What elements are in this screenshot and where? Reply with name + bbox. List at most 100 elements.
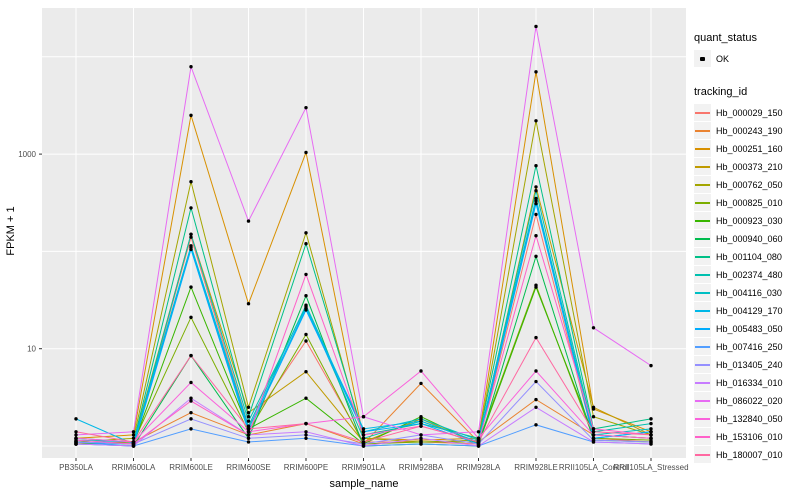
- data-point: [649, 427, 653, 431]
- data-point: [131, 433, 136, 437]
- legend-entry-label: Hb_001104_080: [716, 251, 782, 262]
- data-point: [246, 427, 251, 431]
- data-point: [246, 440, 251, 444]
- legend-entry: Hb_000825_010: [694, 194, 798, 211]
- data-point: [189, 315, 193, 320]
- legend-swatch: [694, 374, 711, 391]
- data-point: [591, 440, 596, 444]
- x-tick-label: RRIM600LE: [169, 463, 213, 472]
- data-point: [189, 247, 193, 252]
- y-tick-label: 1000: [18, 150, 36, 159]
- data-point: [534, 119, 538, 123]
- data-point: [591, 326, 596, 330]
- data-point: [534, 233, 538, 238]
- data-point: [534, 196, 538, 201]
- legend-tracking-entries: Hb_000029_150 Hb_000243_190 Hb_000251_160 H…: [694, 104, 798, 463]
- x-tick-label: RRIM901LA: [342, 463, 386, 472]
- legend-entry: Hb_016334_010: [694, 374, 798, 391]
- data-point: [189, 235, 193, 239]
- legend-entry-label: Hb_000251_160: [716, 143, 783, 154]
- legend-entry-label: Hb_004116_030: [716, 287, 782, 298]
- data-point: [189, 65, 193, 69]
- legend-quant-status-title: quant_status: [694, 32, 757, 44]
- data-point: [476, 440, 481, 444]
- data-point: [361, 415, 366, 419]
- data-point: [131, 440, 136, 444]
- data-point: [649, 442, 653, 446]
- data-point: [304, 396, 308, 400]
- legend-entry-label: Hb_016334_010: [716, 377, 783, 388]
- data-point: [246, 419, 251, 423]
- legend-entry-label: Hb_000373_210: [716, 161, 783, 172]
- data-point: [534, 397, 538, 402]
- data-point: [534, 163, 538, 168]
- data-point: [534, 201, 538, 206]
- data-point: [534, 369, 538, 373]
- data-point: [361, 440, 366, 444]
- data-point: [189, 206, 193, 210]
- data-point: [649, 433, 653, 437]
- data-point: [304, 421, 308, 426]
- legend-entry: Hb_086022_020: [694, 392, 798, 409]
- legend-entry-label: Hb_086022_020: [716, 395, 783, 406]
- data-point: [189, 427, 193, 431]
- data-point: [591, 430, 596, 434]
- data-point: [419, 419, 423, 423]
- data-point: [304, 370, 308, 374]
- data-point: [304, 105, 308, 110]
- legend-entry-label: Hb_000940_060: [716, 233, 783, 244]
- data-point: [649, 430, 653, 434]
- legend-entry: Hb_000251_160: [694, 140, 798, 157]
- data-point: [246, 424, 251, 428]
- legend-entry: Hb_001104_080: [694, 248, 798, 265]
- data-point: [189, 180, 193, 184]
- x-tick-label: RRIM928LE: [514, 463, 558, 472]
- data-point: [361, 444, 366, 448]
- legend-swatch: [694, 158, 711, 175]
- data-point: [534, 405, 538, 409]
- data-point: [189, 232, 193, 236]
- data-point: [304, 150, 308, 155]
- legend-swatch: [694, 428, 711, 445]
- data-point: [649, 421, 653, 426]
- data-point: [189, 417, 193, 421]
- legend-swatch: [694, 122, 711, 139]
- legend-swatch: [694, 248, 711, 265]
- legend-entry: Hb_002374_480: [694, 266, 798, 283]
- data-point: [304, 294, 308, 298]
- data-point: [361, 436, 366, 440]
- legend-entry: Hb_005483_050: [694, 320, 798, 337]
- legend-entry: Hb_000940_060: [694, 230, 798, 247]
- data-point: [304, 308, 308, 312]
- legend-entry: Hb_180007_010: [694, 446, 798, 463]
- legend-entry: Hb_000373_210: [694, 158, 798, 175]
- data-point: [649, 417, 653, 421]
- legend-entry: Hb_000762_050: [694, 176, 798, 193]
- data-point: [246, 410, 251, 415]
- data-point: [419, 381, 423, 386]
- data-point: [74, 417, 78, 421]
- data-point: [74, 433, 78, 437]
- legend-entry-ok: OK: [694, 50, 798, 67]
- x-tick-label: RRIM928BA: [399, 463, 444, 472]
- data-point: [534, 212, 538, 217]
- legend-swatch: [694, 104, 711, 121]
- data-point: [304, 332, 308, 337]
- legend-swatch: [694, 212, 711, 229]
- data-point: [304, 231, 308, 235]
- data-point: [419, 436, 423, 440]
- data-point: [304, 339, 308, 343]
- data-point: [534, 70, 538, 74]
- data-point: [131, 436, 136, 440]
- y-axis-title: FPKM + 1: [5, 206, 17, 256]
- legend-entry-label: Hb_000243_190: [716, 125, 783, 136]
- legend-entry-label: Hb_000029_150: [716, 107, 783, 118]
- data-point: [304, 303, 308, 307]
- data-point: [591, 433, 596, 437]
- data-point: [246, 302, 251, 306]
- legend-entry-label: Hb_000762_050: [716, 179, 783, 190]
- data-point: [649, 436, 653, 440]
- data-point: [304, 430, 308, 434]
- data-point: [534, 24, 538, 29]
